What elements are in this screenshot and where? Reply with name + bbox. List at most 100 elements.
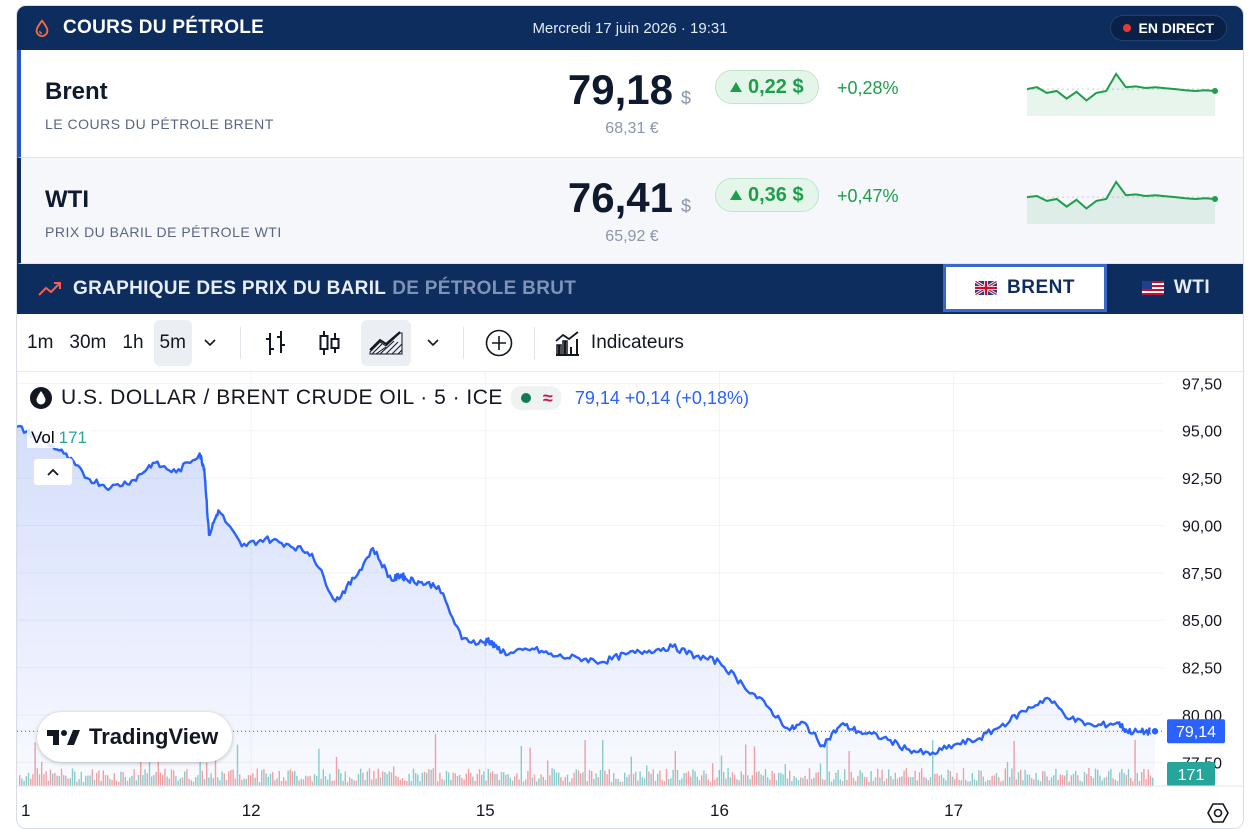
settings-icon[interactable]	[1207, 802, 1229, 824]
indicators-button[interactable]: Indicateurs	[547, 320, 690, 366]
volume-tag	[1167, 762, 1215, 786]
volume-value: 171	[58, 428, 88, 447]
price-chart-svg[interactable]: 77,5080,0082,5085,0087,5090,0092,5095,00…	[17, 372, 1244, 829]
tab-wti[interactable]: WTI	[1109, 264, 1243, 312]
price-line	[17, 424, 1156, 756]
quote-change-pct: +0,47%	[837, 186, 899, 206]
trend-up-icon	[38, 282, 61, 296]
sparkline-area	[1027, 73, 1215, 116]
live-dot-icon	[1122, 24, 1131, 32]
toolbar-divider	[239, 326, 241, 359]
y-tick-label: 90,00	[1182, 518, 1222, 535]
chart-type-dropdown[interactable]	[415, 320, 451, 366]
uk-flag-icon	[975, 281, 998, 295]
sparkline-line	[1026, 180, 1216, 210]
tradingview-logo-icon	[47, 730, 80, 745]
compare-button[interactable]	[476, 320, 522, 366]
live-label: EN DIRECT	[1138, 20, 1214, 36]
toolbar-divider	[533, 326, 535, 359]
last-price-tag-label: 79,14	[1176, 724, 1216, 741]
quote-name: WTI	[45, 186, 89, 213]
quote-subtitle: LE COURS DU PÉTROLE BRENT	[45, 116, 274, 132]
sparkline-last-point	[1212, 88, 1218, 94]
oil-drop-icon	[30, 387, 52, 409]
quote-change-badge: 0,36 $	[715, 178, 819, 212]
y-tick-label: 85,00	[1182, 613, 1222, 630]
quote-change: 0,36 $	[748, 183, 804, 206]
indicators-icon	[555, 330, 579, 356]
arrow-up-icon	[730, 190, 742, 200]
area-chart-button[interactable]	[360, 319, 411, 366]
oil-drop-icon	[35, 19, 49, 37]
tradingview-logo[interactable]: TradingView	[37, 712, 233, 762]
market-open-dot-icon	[520, 393, 531, 403]
interval-dropdown[interactable]	[192, 320, 228, 366]
tab-brent-label: BRENT	[1007, 277, 1075, 298]
x-tick-label: 15	[476, 801, 495, 820]
quote-currency: $	[681, 196, 692, 216]
chevron-up-icon	[47, 468, 59, 476]
quote-row-wti[interactable]: WTI PRIX DU BARIL DE PÉTROLE WTI 76,41 $…	[17, 158, 1243, 264]
quote-price: 76,41	[567, 174, 673, 221]
x-tick-label: 12	[242, 801, 261, 820]
quote-currency: $	[681, 88, 692, 108]
toolbar-divider	[462, 326, 464, 359]
quote-name: Brent	[45, 78, 108, 105]
y-tick-label: 87,50	[1182, 566, 1222, 583]
y-tick-label: 95,00	[1182, 424, 1222, 441]
widget-title: COURS DU PÉTROLE	[63, 17, 265, 38]
chevron-down-icon	[204, 338, 216, 346]
x-tick-label: 17	[944, 801, 963, 820]
tab-brent[interactable]: BRENT	[943, 264, 1107, 312]
interval-5m[interactable]: 5m	[153, 319, 192, 366]
sparkline	[1026, 72, 1218, 116]
area-chart-icon	[369, 330, 403, 354]
price-scale[interactable]	[1163, 372, 1244, 829]
arrow-up-icon	[730, 82, 742, 92]
graph-header: GRAPHIQUE DES PRIX DU BARIL DE PÉTROLE B…	[17, 264, 1243, 314]
quote-price-eur: 68,31 €	[605, 120, 659, 137]
last-price-marker	[1150, 726, 1160, 736]
widget-header: COURS DU PÉTROLE Mercredi 17 juin 2026 ·…	[17, 6, 1243, 50]
tab-wti-label: WTI	[1173, 277, 1211, 298]
approx-icon: ≈	[542, 387, 553, 408]
plus-circle-icon	[485, 329, 513, 356]
price-area	[17, 425, 1155, 786]
chart-legend: U.S. DOLLAR / BRENT CRUDE OIL · 5 · ICE …	[29, 386, 749, 410]
sparkline	[1026, 180, 1218, 224]
sparkline-line	[1026, 72, 1216, 102]
graph-title-rest: DE PÉTROLE BRUT	[392, 278, 577, 299]
chart-symbol: U.S. DOLLAR / BRENT CRUDE OIL · 5 · ICE	[61, 386, 503, 409]
y-tick-label: 92,50	[1182, 471, 1222, 488]
sparkline-last-point	[1212, 196, 1218, 202]
quote-change-pct: +0,28%	[837, 78, 899, 98]
x-tick-label: 1	[21, 801, 30, 820]
collapse-legend-button[interactable]	[33, 458, 73, 486]
price-chart[interactable]: 77,5080,0082,5085,0087,5090,0092,5095,00…	[17, 372, 1244, 829]
quote-change: 0,22 $	[748, 75, 804, 98]
quote-change-badge: 0,22 $	[715, 70, 819, 104]
volume-legend: Vol 171	[27, 428, 92, 448]
y-tick-label: 97,50	[1182, 376, 1222, 393]
interval-30m[interactable]: 30m	[69, 331, 107, 353]
quote-price: 79,18	[567, 66, 673, 113]
oil-widget: COURS DU PÉTROLE Mercredi 17 juin 2026 ·…	[16, 5, 1244, 829]
volume-tag-label: 171	[1178, 767, 1205, 784]
quote-price-eur: 65,92 €	[605, 228, 659, 245]
quote-row-brent[interactable]: Brent LE COURS DU PÉTROLE BRENT 79,18 $ …	[17, 50, 1243, 158]
x-tick-label: 16	[710, 801, 729, 820]
last-price-tag	[1167, 719, 1225, 744]
quote-subtitle: PRIX DU BARIL DE PÉTROLE WTI	[45, 224, 282, 240]
legend-change: +0,14 (+0,18%)	[624, 387, 749, 408]
market-status-pill[interactable]: ≈	[510, 386, 561, 410]
bar-chart-button[interactable]	[253, 320, 299, 366]
live-badge: EN DIRECT	[1109, 15, 1227, 41]
candle-chart-button[interactable]	[307, 320, 353, 366]
tradingview-label: TradingView	[89, 724, 219, 749]
chart-toolbar: 1m 30m 1h 5m	[17, 314, 1243, 372]
interval-1m[interactable]: 1m	[27, 331, 54, 353]
interval-1h[interactable]: 1h	[122, 331, 144, 353]
us-flag-icon	[1141, 281, 1164, 295]
y-tick-label: 82,50	[1182, 661, 1222, 678]
indicators-label: Indicateurs	[590, 331, 684, 353]
